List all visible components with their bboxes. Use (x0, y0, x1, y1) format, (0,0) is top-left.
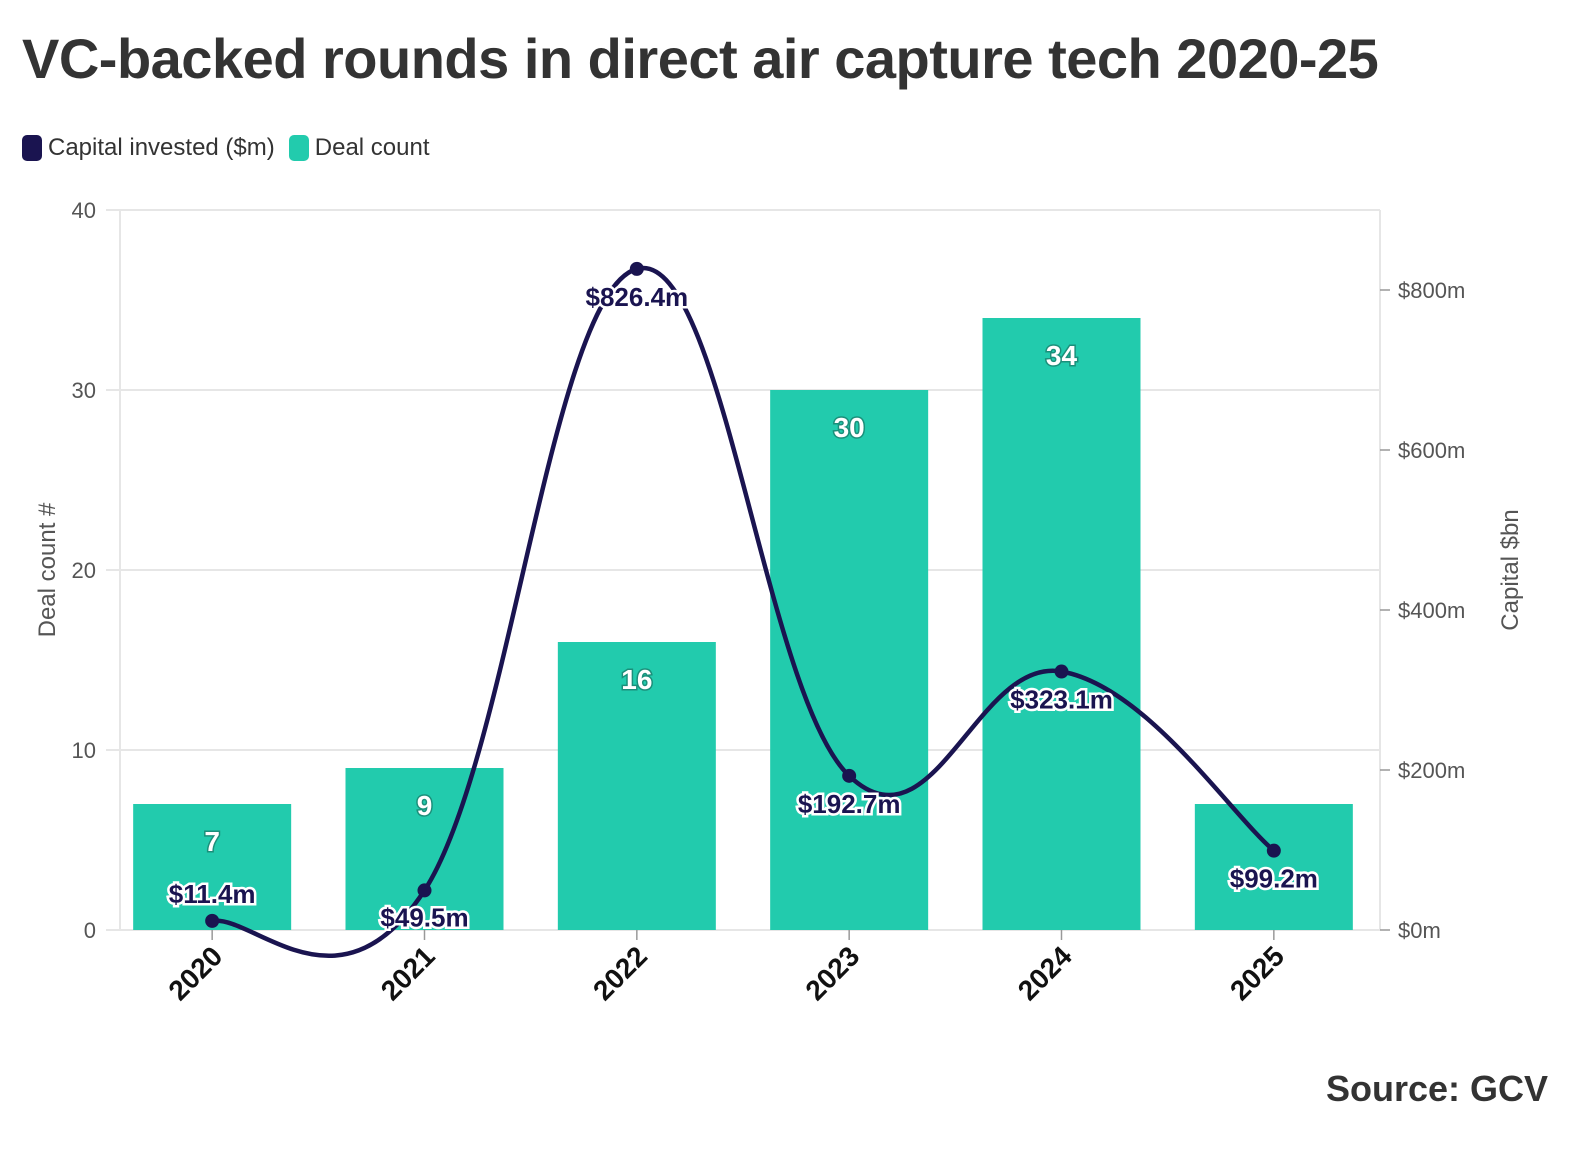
legend-swatch-capital (22, 135, 42, 161)
y-right-tick-label: $800m (1398, 278, 1465, 303)
data-labels: 7 9 16 30 34 $11.4m $49.5m $826.4m $192.7m $323.1… (166, 279, 1320, 935)
x-tick-label: 2023 (799, 940, 865, 1006)
line-point-capital[interactable] (1266, 843, 1281, 858)
line-value-label: $323.1m (1010, 685, 1113, 715)
line-value-label: $826.4m (586, 282, 689, 312)
bar-value-label: 7 (204, 826, 220, 857)
bar-deal-count[interactable] (133, 804, 292, 930)
line-value-label: $11.4m (169, 879, 256, 909)
line-value-label: $49.5m (380, 902, 468, 932)
x-tick-label: 2020 (162, 940, 228, 1006)
chart-title: VC-backed rounds in direct air capture t… (22, 27, 1379, 90)
y-right-tick-label: $200m (1398, 758, 1465, 783)
y-left-tick-label: 40 (72, 198, 96, 223)
bar-deal-count[interactable] (982, 318, 1141, 930)
y-left-tick-label: 20 (72, 558, 96, 583)
x-tick-label: 2021 (375, 940, 441, 1006)
line-point-capital[interactable] (205, 913, 220, 928)
source-note: Source: GCV (1325, 1068, 1548, 1109)
y-left-axis-title: Deal count # (34, 502, 61, 637)
bar-deal-count[interactable] (345, 768, 504, 930)
y-right-tick-label: $400m (1398, 598, 1465, 623)
y-right-tick-label: $0m (1398, 918, 1441, 943)
legend-item-deal-count[interactable]: Deal count (288, 134, 430, 162)
line-point-capital[interactable] (417, 883, 432, 898)
y-right-axis-title: Capital $bn (1497, 509, 1524, 630)
line-value-label: $99.2m (1230, 864, 1318, 894)
bar-deal-count[interactable] (1194, 804, 1353, 930)
line-point-capital[interactable] (1054, 664, 1069, 679)
x-tick-label: 2024 (1012, 940, 1078, 1006)
bar-value-label: 9 (417, 790, 433, 821)
line-series-capital (205, 261, 1281, 958)
y-left-tick-label: 30 (72, 378, 96, 403)
x-tick-label: 2022 (587, 940, 653, 1006)
legend-label-capital: Capital invested ($m) (48, 134, 275, 161)
y-right-tick-label: $600m (1398, 438, 1465, 463)
legend-swatch-deal-count (288, 135, 309, 161)
legend: Capital invested ($m) Deal count (22, 134, 444, 162)
bar-deal-count[interactable] (557, 642, 716, 930)
line-point-capital[interactable] (842, 768, 857, 783)
bar-value-label: 34 (1046, 340, 1078, 371)
line-value-label: $192.7m (798, 789, 901, 819)
bar-value-label: 16 (621, 664, 652, 695)
legend-item-capital[interactable]: Capital invested ($m) (22, 134, 275, 162)
legend-label-deal-count: Deal count (314, 134, 430, 161)
bar-series-deal-count (133, 318, 1353, 930)
bar-value-label: 30 (834, 412, 865, 443)
bar-deal-count[interactable] (770, 390, 929, 930)
x-tick-label: 2025 (1224, 940, 1290, 1006)
line-point-capital[interactable] (629, 261, 644, 276)
y-left-tick-label: 10 (72, 738, 96, 763)
grid-lines (106, 209, 1381, 931)
y-left-tick-label: 0 (84, 918, 96, 943)
